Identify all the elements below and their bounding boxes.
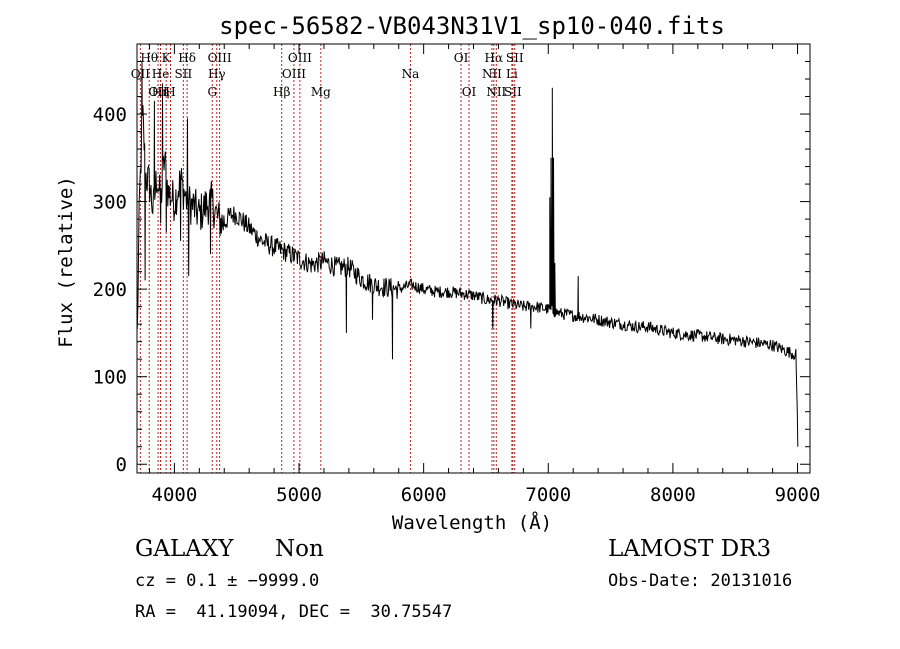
line-label: NII: [482, 67, 502, 81]
x-tick-label: 7000: [525, 484, 571, 506]
line-label: H: [165, 85, 175, 99]
redshift-text: cz = 0.1 ± −9999.0: [135, 571, 320, 591]
line-label: Na: [402, 67, 420, 81]
line-label: OII: [148, 85, 168, 99]
y-tick-label: 400: [93, 104, 127, 126]
line-label: Hβ: [273, 85, 290, 99]
y-axis-label: Flux (relative): [55, 176, 77, 348]
x-tick-label: 6000: [401, 484, 447, 506]
line-label: Hγ: [208, 67, 226, 81]
x-tick-label: 5000: [276, 484, 322, 506]
line-label: OIII: [208, 51, 232, 65]
line-label: Li: [506, 67, 518, 81]
object-class: GALAXY: [135, 536, 234, 562]
y-tick-label: 0: [116, 454, 127, 476]
x-tick-label: 4000: [152, 484, 198, 506]
chart-title: spec-56582-VB043N31V1_sp10-040.fits: [219, 12, 725, 40]
x-tick-label: 8000: [650, 484, 696, 506]
survey-label: LAMOST DR3: [608, 536, 772, 562]
line-label: SII: [504, 85, 522, 99]
line-label: OIII: [282, 67, 306, 81]
line-label: G: [207, 85, 217, 99]
line-label: OII: [131, 67, 151, 81]
y-tick-label: 100: [93, 367, 127, 389]
y-tick-label: 200: [93, 279, 127, 301]
line-label: He: [152, 67, 170, 81]
x-axis-label: Wavelength (Å): [392, 511, 552, 534]
object-subclass: Non: [275, 536, 324, 562]
axis-ticks: 4000 5000 6000 7000 8000 9000 0 100 200 300 400: [93, 43, 821, 506]
x-tick-label: 9000: [775, 484, 821, 506]
line-label: OI: [454, 51, 469, 65]
line-label: Hδ: [178, 51, 196, 65]
line-label: Hα: [485, 51, 504, 65]
line-label: NII: [486, 85, 506, 99]
y-tick-label: 300: [93, 192, 127, 214]
line-label: Mg: [311, 85, 331, 99]
coordinates-text: RA = 41.19094, DEC = 30.75547: [135, 602, 453, 622]
line-label: SII: [175, 67, 193, 81]
line-label: Hθ: [140, 51, 158, 65]
spectrum-line: [136, 61, 799, 447]
line-label: K: [162, 51, 172, 65]
observation-date: Obs-Date: 20131016: [608, 571, 793, 591]
line-label: OI: [462, 85, 477, 99]
line-label: SII: [506, 51, 524, 65]
line-label: OIII: [288, 51, 312, 65]
plot-frame: [136, 43, 811, 474]
